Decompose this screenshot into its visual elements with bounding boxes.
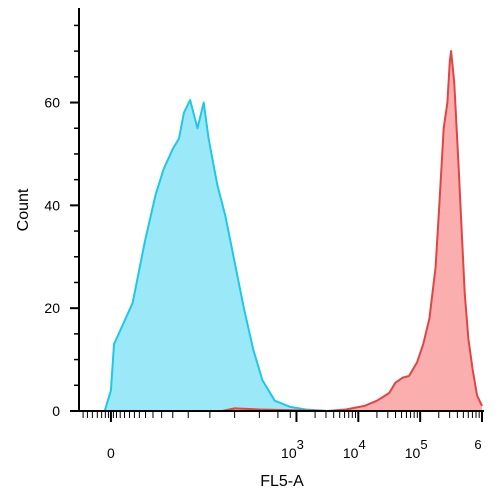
x-tick-label: 105 <box>405 437 428 461</box>
histogram-fills <box>80 51 482 411</box>
y-tick-label: 60 <box>44 95 60 111</box>
x-tick-label: 104 <box>343 437 366 461</box>
y-axis-ticks: 0 20 40 60 <box>44 24 79 419</box>
y-tick-label: 20 <box>44 300 60 316</box>
x-axis-tick-labels: 0 103 104 105 6 <box>107 437 482 461</box>
x-tick-label: 6 <box>474 437 481 452</box>
y-axis-title: Count <box>15 188 32 231</box>
x-tick-label: 103 <box>281 437 304 461</box>
histogram-line-1 <box>80 99 482 412</box>
x-axis-title: FL5-A <box>260 473 304 490</box>
x-axis-ticks <box>82 412 483 422</box>
y-tick-label: 40 <box>44 197 60 213</box>
y-tick-label: 0 <box>52 403 60 419</box>
histogram-area-2 <box>80 51 482 411</box>
x-tick-label: 0 <box>107 445 115 461</box>
histogram-area-1 <box>80 100 482 411</box>
